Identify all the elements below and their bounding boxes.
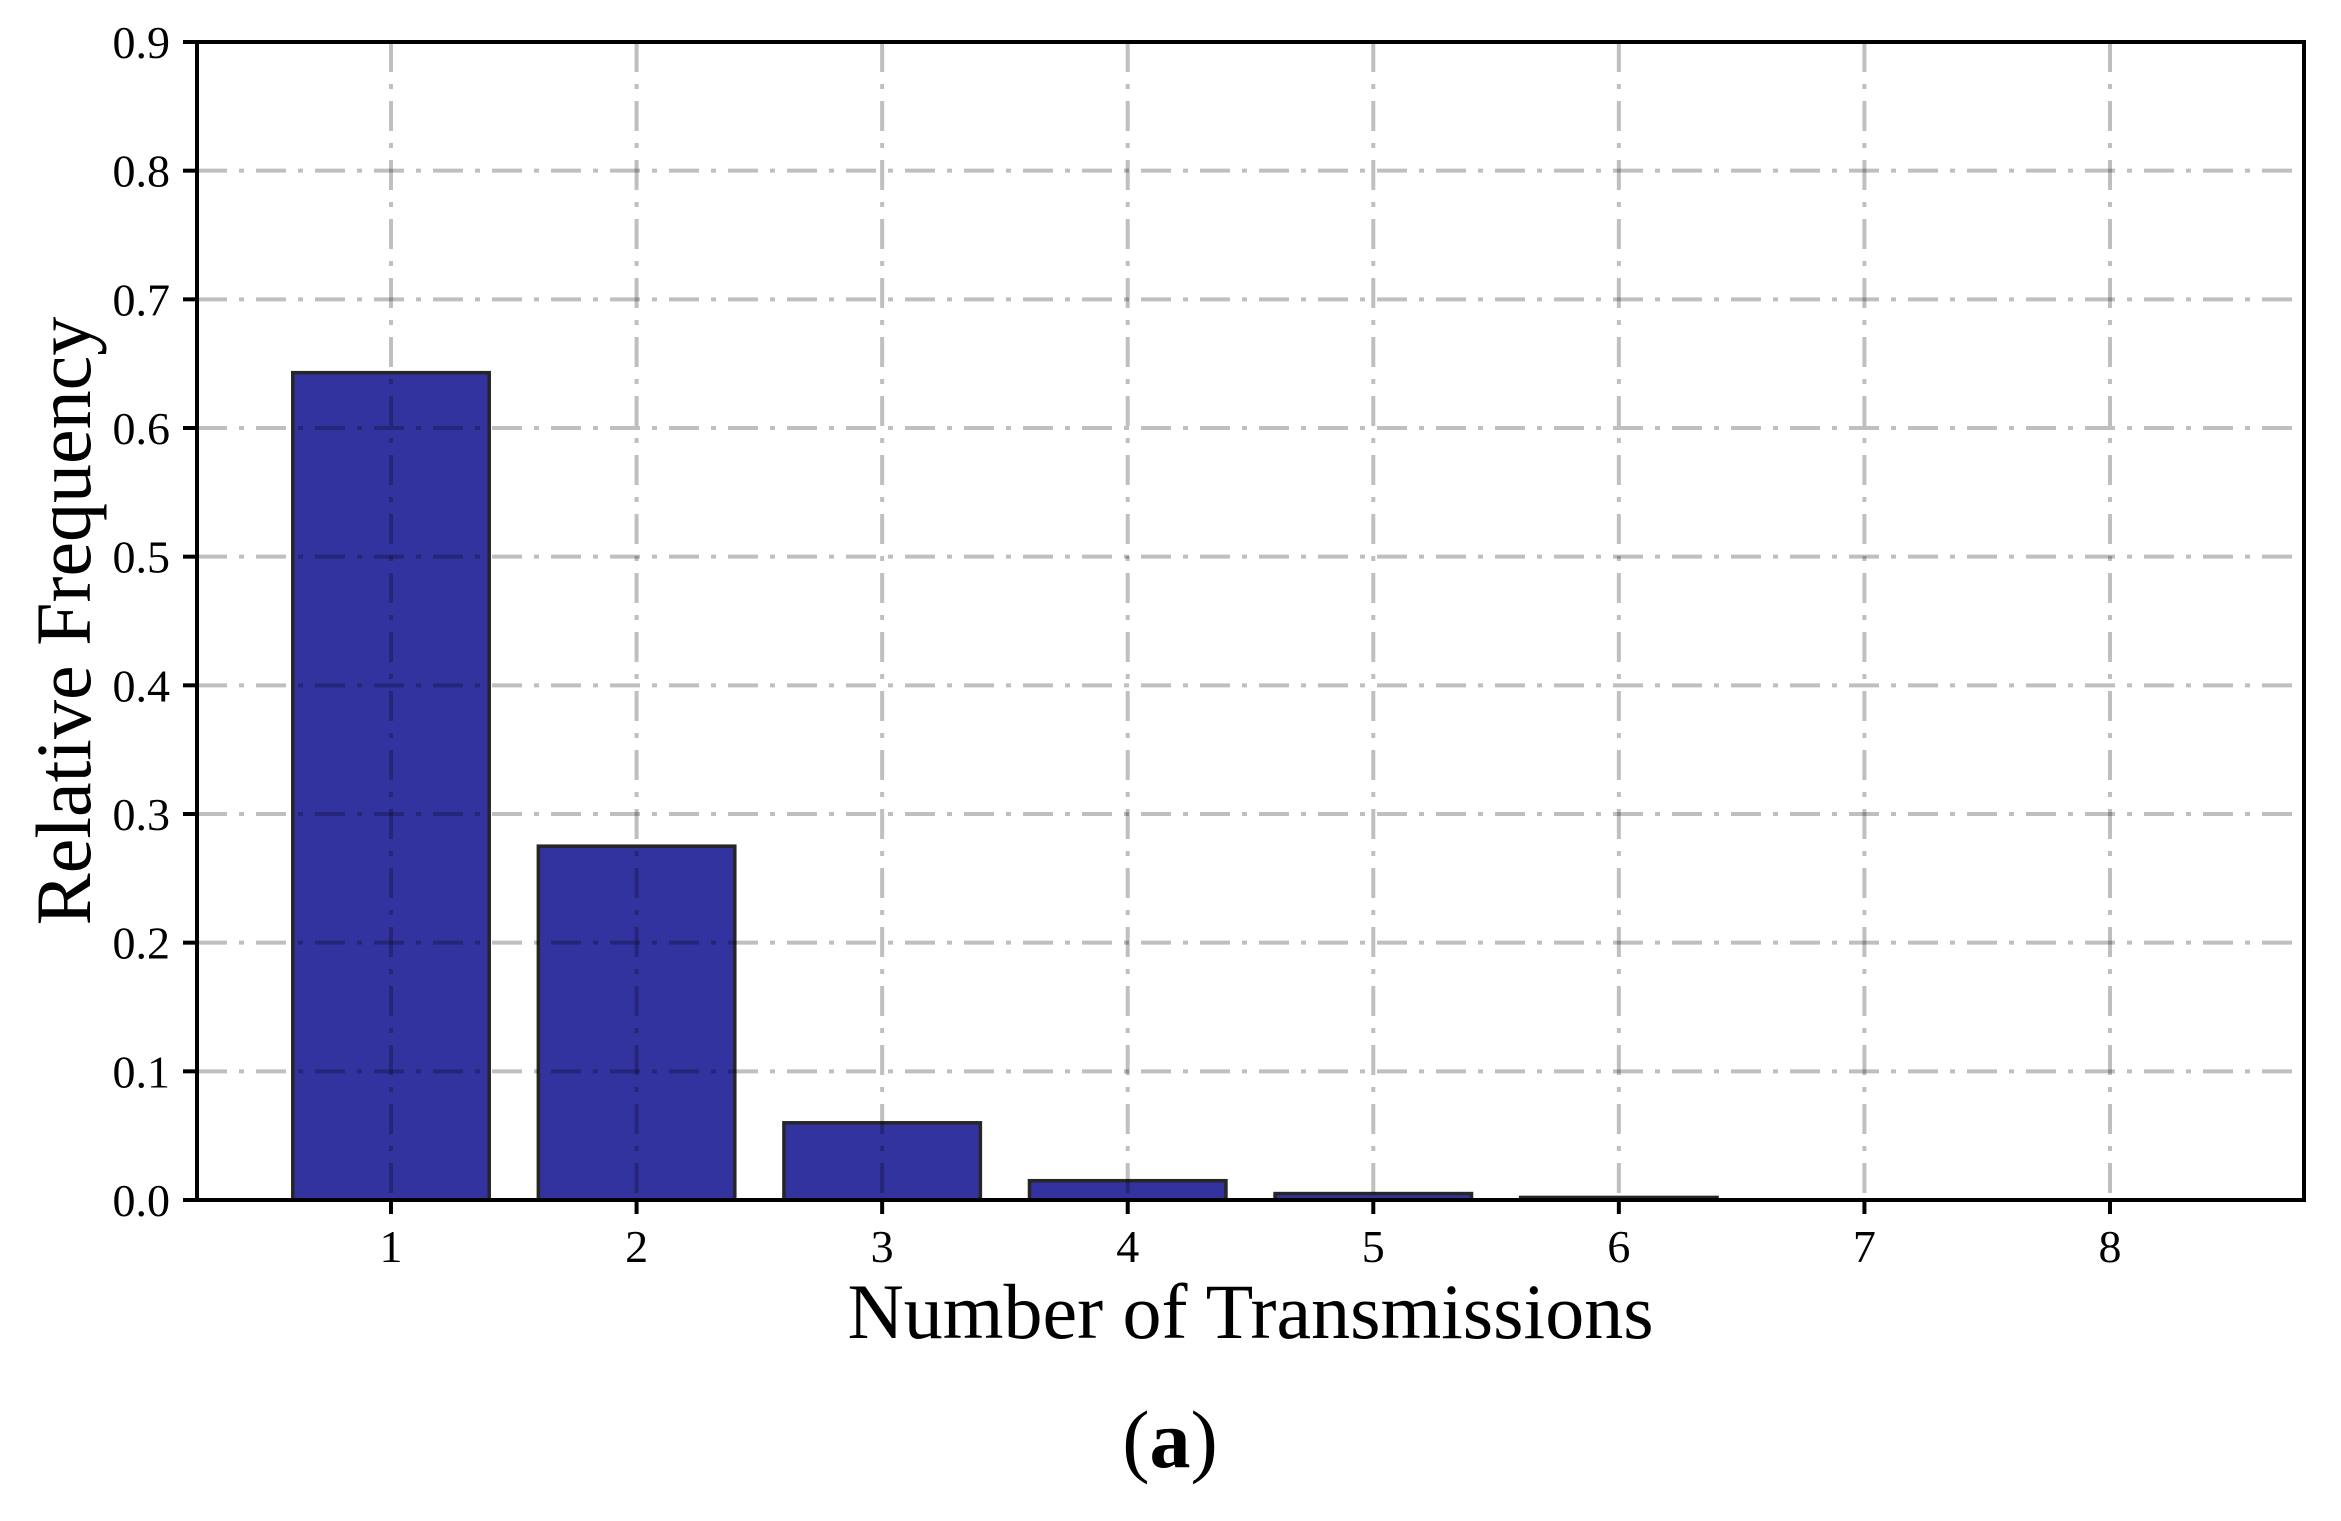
bar-3 bbox=[782, 1121, 983, 1202]
y-tick-label: 0.6 bbox=[113, 403, 171, 454]
y-tick-label: 0.2 bbox=[113, 918, 171, 969]
subfigure-label: (a) bbox=[1122, 1394, 1218, 1485]
x-tick-label: 3 bbox=[871, 1221, 894, 1272]
y-tick-label: 0.9 bbox=[113, 17, 171, 68]
y-tick-label: 0.7 bbox=[113, 274, 171, 325]
y-tick-label: 0.0 bbox=[113, 1175, 171, 1226]
x-tick-label: 4 bbox=[1116, 1221, 1139, 1272]
y-tick-label: 0.1 bbox=[113, 1046, 171, 1097]
y-axis-label: Relative Frequency bbox=[20, 317, 107, 926]
y-tick-label: 0.5 bbox=[113, 532, 171, 583]
x-tick-label: 2 bbox=[625, 1221, 648, 1272]
x-tick-label: 6 bbox=[1607, 1221, 1630, 1272]
x-axis-label: Number of Transmissions bbox=[847, 1268, 1653, 1355]
bar-1 bbox=[291, 370, 491, 1202]
x-tick-label: 5 bbox=[1362, 1221, 1385, 1272]
bar-2 bbox=[536, 844, 737, 1202]
x-tick-label: 8 bbox=[2098, 1221, 2121, 1272]
x-tick-label: 1 bbox=[380, 1221, 403, 1272]
y-tick-label: 0.4 bbox=[113, 660, 171, 711]
axes-frame bbox=[195, 40, 2306, 1202]
x-tick-label: 7 bbox=[1853, 1221, 1876, 1272]
y-tick-label: 0.8 bbox=[113, 146, 171, 197]
y-tick-label: 0.3 bbox=[113, 789, 171, 840]
